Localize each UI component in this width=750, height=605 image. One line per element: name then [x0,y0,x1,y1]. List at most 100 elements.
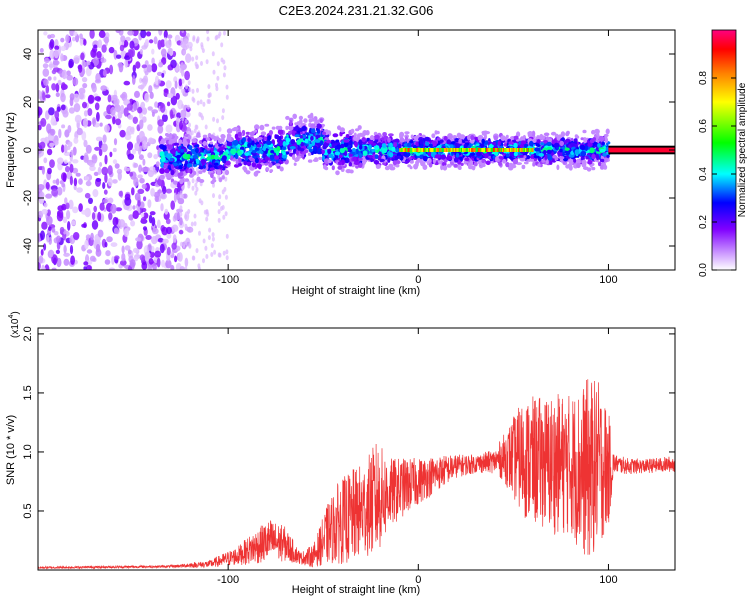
heat-blob [281,146,287,150]
heat-blob [484,148,487,152]
heat-blob [139,201,145,209]
heat-blob [184,178,190,182]
heat-blob [335,154,339,159]
heat-blob [94,96,101,101]
heat-blob [316,129,321,134]
heat-blob [251,140,255,146]
heat-blob [424,136,430,142]
heat-blob [69,175,73,186]
heat-blob [580,150,587,157]
heat-blob [147,199,152,209]
heat-blob [211,232,215,238]
heat-blob [458,138,462,144]
heat-blob [185,53,192,64]
heat-blob [420,161,426,167]
heat-blob [60,92,66,103]
heat-blob [505,148,508,152]
heat-blob [586,167,592,172]
heat-blob [197,263,201,269]
heat-blob [187,181,191,186]
heat-blob [319,140,324,145]
heat-blob [66,70,71,76]
heat-blob [56,106,61,112]
heat-blob [100,58,107,63]
heat-blob [515,148,518,152]
heat-blob [552,154,557,159]
heat-blob [59,226,65,233]
x-tick-label: 100 [599,574,617,586]
heat-blob [170,148,176,154]
heat-blob [161,156,166,163]
heat-blob [473,161,478,167]
heat-blob [148,258,154,265]
heat-blob [556,164,560,171]
heat-blob [500,148,503,152]
heat-blob [234,153,239,160]
heat-blob [145,31,152,37]
heat-blob [160,102,166,113]
heat-blob [121,252,126,262]
heat-blob [602,152,607,157]
heat-blob [57,205,64,212]
heat-blob [411,148,414,152]
heat-blob [149,91,154,99]
heat-blob [135,237,142,242]
heat-blob [467,134,471,141]
heat-blob [315,134,321,138]
heat-blob [142,140,147,151]
heat-blob [492,148,495,152]
heat-blob [242,137,247,143]
heat-blob [179,120,183,130]
heat-blob [296,139,302,145]
heat-blob [196,87,199,93]
heat-blob [502,148,504,152]
heat-blob [394,155,399,161]
heat-blob [161,72,165,78]
heat-blob [210,243,214,249]
heat-blob [142,226,148,231]
heat-blob [469,160,474,166]
heat-blob [392,160,398,166]
heat-blob [213,135,217,142]
heat-blob [82,101,87,109]
heat-blob [53,231,59,236]
heat-blob [259,124,265,131]
heat-blob [339,147,345,154]
heat-blob [221,108,225,114]
heat-blob [42,63,49,69]
heat-blob [278,125,283,130]
heat-blob [549,160,553,165]
heat-blob [491,148,494,152]
heat-blob [72,36,76,42]
heat-blob [45,181,50,190]
heat-blob [112,179,118,184]
heat-blob [216,61,220,67]
heat-blob [173,142,180,146]
heat-blob [367,154,374,158]
heat-blob [115,118,122,126]
heat-blob [487,148,490,152]
colorbar: 0.0 0.2 0.4 0.6 0.8 Normalized spectral ampl… [698,29,748,277]
heat-blob [288,126,294,131]
heat-blob [81,68,86,75]
heat-blob [428,162,433,168]
spectrogram-y-label: Frequency (Hz) [5,112,17,188]
heat-blob [546,141,552,147]
heat-blob [144,251,151,259]
heat-blob [436,148,439,152]
heat-blob [435,148,438,152]
heat-blob [207,235,211,241]
heat-blob [124,133,132,141]
heat-blob [172,162,179,166]
heat-blob [423,148,426,152]
heat-blob [102,134,107,143]
heat-blob [447,148,450,152]
heat-blob [471,165,476,171]
heat-blob [290,139,296,145]
heat-blob [239,146,245,151]
heat-blob [60,45,66,52]
heat-blob [147,124,153,131]
heat-blob [352,148,356,152]
heat-blob [434,148,437,152]
heat-blob [183,240,187,246]
